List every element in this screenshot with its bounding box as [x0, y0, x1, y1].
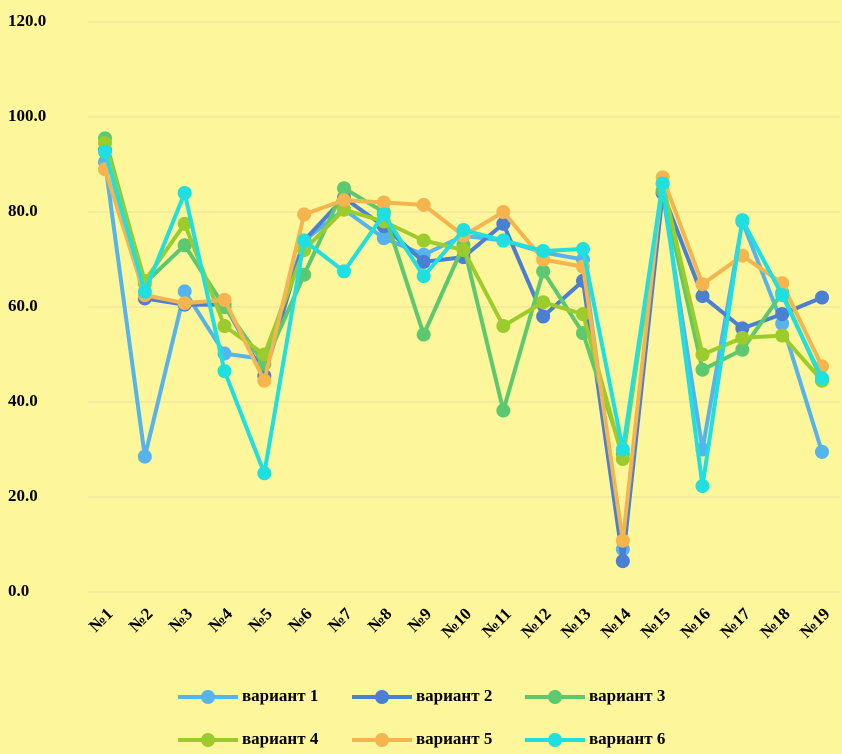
- x-tick-label: №6: [284, 604, 316, 636]
- legend-label: вариант 1: [242, 686, 318, 705]
- point: [815, 444, 829, 459]
- point: [98, 144, 112, 159]
- legend-label: вариант 6: [589, 729, 665, 748]
- point: [695, 347, 710, 362]
- y-tick-label: 0.0: [8, 581, 29, 600]
- point: [536, 264, 551, 279]
- point: [536, 243, 551, 258]
- legend-label: вариант 5: [416, 729, 492, 748]
- y-tick-label: 120.0: [8, 11, 46, 30]
- legend-marker: [375, 690, 389, 704]
- point: [217, 319, 232, 333]
- x-tick-label: №8: [364, 604, 396, 636]
- point: [775, 328, 790, 343]
- legend-marker: [548, 690, 562, 704]
- point: [496, 233, 511, 248]
- x-tick-label: №11: [478, 604, 515, 641]
- x-tick-label: №12: [517, 604, 555, 642]
- point: [496, 319, 511, 333]
- point: [217, 364, 232, 379]
- point: [735, 213, 750, 228]
- point: [775, 288, 790, 303]
- point: [416, 327, 431, 342]
- point: [416, 254, 431, 269]
- x-tick-label: №10: [438, 604, 476, 642]
- point: [615, 533, 630, 548]
- point: [735, 342, 750, 357]
- legend-label: вариант 2: [416, 686, 492, 705]
- point: [695, 479, 710, 494]
- y-tick-label: 60.0: [8, 296, 38, 315]
- point: [137, 449, 152, 464]
- y-tick-label: 80.0: [8, 201, 38, 220]
- point: [376, 207, 391, 222]
- point: [177, 238, 192, 253]
- point: [456, 243, 471, 257]
- point: [456, 223, 471, 238]
- point: [735, 330, 750, 345]
- x-tick-label: №3: [165, 604, 197, 636]
- point: [496, 205, 511, 219]
- x-tick-label: №5: [244, 604, 276, 636]
- point: [376, 195, 391, 210]
- point: [496, 403, 511, 418]
- point: [416, 197, 431, 212]
- point: [695, 362, 710, 377]
- point: [576, 242, 590, 257]
- y-tick-label: 20.0: [8, 486, 38, 505]
- x-tick-label: №19: [796, 604, 834, 642]
- x-tick-label: №14: [597, 604, 635, 642]
- point: [815, 371, 829, 386]
- x-tick-label: №16: [677, 604, 715, 642]
- point: [615, 442, 630, 457]
- x-tick-label: №18: [756, 604, 794, 642]
- point: [177, 296, 192, 311]
- point: [257, 373, 272, 388]
- point: [297, 207, 312, 222]
- y-tick-label: 40.0: [8, 391, 38, 410]
- point: [536, 295, 551, 310]
- x-tick-label: №4: [205, 604, 237, 636]
- point: [217, 292, 232, 307]
- point: [416, 233, 431, 248]
- point: [297, 233, 312, 248]
- point: [695, 289, 710, 304]
- point: [337, 181, 351, 196]
- series-line: [103, 161, 824, 552]
- point: [536, 309, 551, 324]
- legend-label: вариант 4: [242, 729, 319, 748]
- point: [815, 290, 829, 305]
- point: [376, 231, 391, 246]
- x-tick-label: №2: [125, 604, 157, 636]
- x-tick-label: №7: [324, 604, 356, 636]
- point: [337, 264, 351, 279]
- legend-marker: [375, 733, 389, 747]
- point: [576, 307, 590, 322]
- point: [257, 466, 272, 481]
- legend-label: вариант 3: [589, 686, 665, 705]
- point: [416, 269, 431, 284]
- point: [655, 176, 670, 191]
- point: [177, 216, 192, 231]
- legend-marker: [201, 733, 215, 747]
- x-tick-label: №17: [716, 604, 754, 642]
- point: [177, 284, 192, 299]
- point: [337, 193, 351, 208]
- y-tick-label: 100.0: [8, 106, 46, 125]
- point: [775, 307, 790, 322]
- point: [496, 216, 511, 231]
- legend-marker: [548, 733, 562, 747]
- point: [615, 554, 630, 569]
- x-tick-label: №13: [557, 604, 595, 642]
- point: [137, 284, 152, 299]
- x-tick-label: №15: [637, 604, 675, 642]
- series-line: [103, 151, 824, 489]
- point: [177, 186, 192, 200]
- legend-marker: [201, 690, 215, 704]
- point: [695, 277, 710, 292]
- x-tick-label: №1: [85, 604, 117, 636]
- x-tick-label: №9: [404, 604, 436, 636]
